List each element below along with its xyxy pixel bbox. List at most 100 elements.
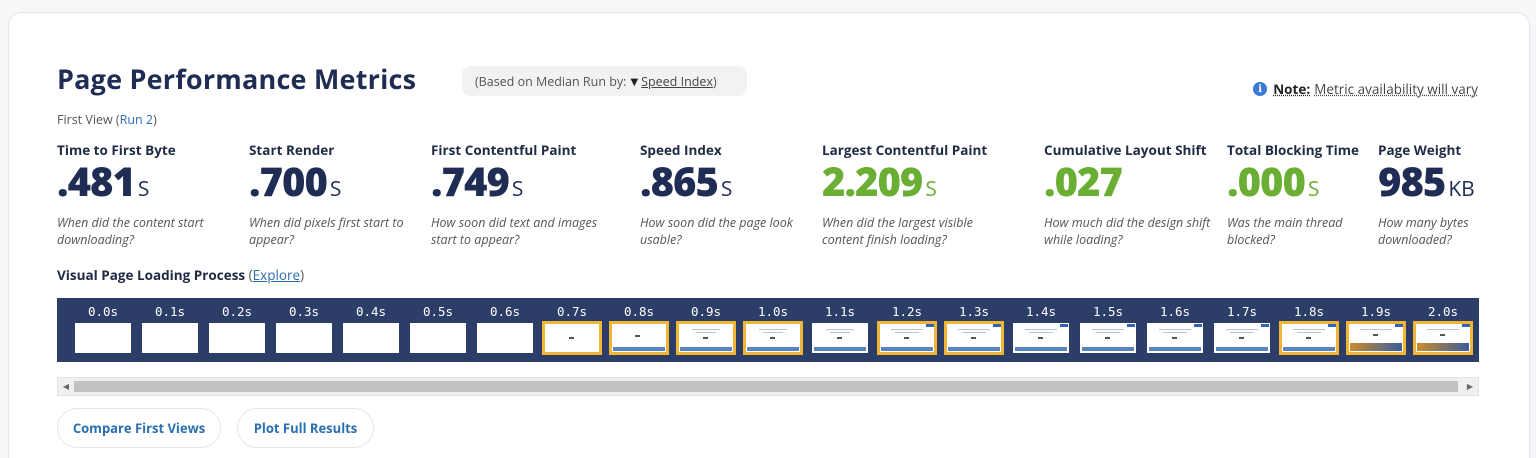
filmstrip-frame[interactable]: 1.3s xyxy=(944,298,1004,362)
filmstrip-frame[interactable]: 1.6s xyxy=(1145,298,1205,362)
filmstrip-frame[interactable]: 1.8s xyxy=(1279,298,1339,362)
filmstrip-frame[interactable]: 1.9s xyxy=(1346,298,1406,362)
frame-thumbnail[interactable] xyxy=(410,323,466,353)
thumbnail-detail xyxy=(1029,332,1053,333)
frame-time: 0.9s xyxy=(690,304,722,319)
thumbnail-detail xyxy=(993,324,1001,327)
frame-time: 1.3s xyxy=(958,304,990,319)
frame-thumbnail[interactable] xyxy=(812,323,868,353)
metric-availability-note[interactable]: i Note: Metric availability will vary xyxy=(1253,80,1478,98)
filmstrip-frame[interactable]: 0.7s xyxy=(542,298,602,362)
filmstrip[interactable]: 0.0s 0.1s 0.2s 0.3s 0.4s 0.5s 0.6s 0.7s 0.8s 0.9s… xyxy=(57,298,1479,362)
frame-thumbnail[interactable] xyxy=(1013,323,1069,353)
filmstrip-frame[interactable]: 1.2s xyxy=(877,298,937,362)
filmstrip-frame[interactable]: 1.7s xyxy=(1212,298,1272,362)
frame-thumbnail[interactable] xyxy=(877,321,937,355)
thumbnail-detail xyxy=(1360,329,1392,330)
thumbnail-detail xyxy=(891,329,923,330)
metric-description: How many bytes downloaded? xyxy=(1378,214,1469,248)
frame-thumbnail[interactable] xyxy=(1080,323,1136,353)
metric-unit: S xyxy=(329,175,342,203)
frame-thumbnail[interactable] xyxy=(343,323,399,353)
visual-title-text: Visual Page Loading Process xyxy=(57,266,246,284)
metric-unit: KB xyxy=(1448,175,1475,203)
plot-full-results-button[interactable]: Plot Full Results xyxy=(237,408,374,448)
thumbnail-detail xyxy=(703,337,708,339)
frame-thumbnail[interactable] xyxy=(209,323,265,353)
frame-thumbnail[interactable] xyxy=(1214,323,1270,353)
filmstrip-frame[interactable]: 0.2s xyxy=(207,298,267,362)
thumbnail-detail xyxy=(1159,329,1191,330)
median-metric-link[interactable]: Speed Index xyxy=(641,72,713,90)
thumbnail-detail xyxy=(1373,334,1378,336)
filmstrip-frame[interactable]: 1.5s xyxy=(1078,298,1138,362)
filmstrip-frame[interactable]: 0.1s xyxy=(140,298,200,362)
caret-down-icon: ▼ xyxy=(630,74,639,88)
compare-first-views-button[interactable]: Compare First Views xyxy=(57,408,221,448)
filmstrip-frame[interactable]: 0.3s xyxy=(274,298,334,362)
metric-number: .027 xyxy=(1044,153,1123,208)
filmstrip-frame[interactable]: 0.4s xyxy=(341,298,401,362)
frame-thumbnail[interactable] xyxy=(542,321,602,355)
frame-time: 1.4s xyxy=(1025,304,1057,319)
frame-time: 0.5s xyxy=(422,304,454,319)
metric-description: When did the largest visible content fin… xyxy=(822,214,973,248)
frame-thumbnail[interactable] xyxy=(743,321,803,355)
filmstrip-frame[interactable]: 0.9s xyxy=(676,298,736,362)
frame-time: 1.0s xyxy=(757,304,789,319)
filmstrip-frame[interactable]: 0.8s xyxy=(609,298,669,362)
frame-thumbnail[interactable] xyxy=(1413,321,1473,355)
filmstrip-frame[interactable]: 1.4s xyxy=(1011,298,1071,362)
thumbnail-detail xyxy=(826,329,854,330)
metric-label: Page Weight xyxy=(1378,141,1462,159)
frame-thumbnail[interactable] xyxy=(609,321,669,355)
metric-value: .865 S xyxy=(640,159,805,211)
scrollbar-thumb[interactable] xyxy=(74,381,1458,392)
thumbnail-detail xyxy=(763,332,783,333)
explore-link[interactable]: Explore xyxy=(252,266,301,284)
thumbnail-detail xyxy=(759,329,787,330)
filmstrip-frame[interactable]: 1.1s xyxy=(810,298,870,362)
thumbnail-detail xyxy=(837,337,842,339)
metric-speed-index: Speed Index .865 S How soon did the page … xyxy=(640,141,805,248)
run-link[interactable]: Run 2 xyxy=(119,111,154,128)
frame-thumbnail[interactable] xyxy=(1346,321,1406,355)
frame-thumbnail[interactable] xyxy=(944,321,1004,355)
frame-thumbnail[interactable] xyxy=(276,323,332,353)
filmstrip-frame[interactable]: 2.0s xyxy=(1413,298,1473,362)
thumbnail-detail xyxy=(696,332,716,333)
metric-number: .749 xyxy=(431,153,510,208)
median-run-selector[interactable]: (Based on Median Run by: ▼ Speed Index ) xyxy=(462,66,747,96)
metric-label: Cumulative Layout Shift xyxy=(1044,141,1207,159)
filmstrip-frame[interactable]: 0.0s xyxy=(73,298,133,362)
metric-value: 985 KB xyxy=(1378,159,1488,211)
metric-cls: Cumulative Layout Shift .027 How much di… xyxy=(1044,141,1214,248)
metric-description: When did pixels first start to appear? xyxy=(249,214,404,248)
metric-unit: S xyxy=(925,175,937,203)
frame-time: 1.2s xyxy=(891,304,923,319)
info-icon: i xyxy=(1253,82,1268,96)
frame-time: 1.6s xyxy=(1159,304,1191,319)
scroll-right-arrow-icon[interactable]: ▶ xyxy=(1466,381,1474,392)
thumbnail-detail xyxy=(1306,337,1311,339)
frame-thumbnail[interactable] xyxy=(1147,323,1203,353)
filmstrip-frame[interactable]: 1.0s xyxy=(743,298,803,362)
frame-thumbnail[interactable] xyxy=(676,321,736,355)
frame-thumbnail[interactable] xyxy=(142,323,198,353)
metric-number: .481 xyxy=(57,153,136,208)
thumbnail-detail xyxy=(635,335,640,337)
scroll-left-arrow-icon[interactable]: ◀ xyxy=(62,381,70,392)
frame-thumbnail[interactable] xyxy=(75,323,131,353)
filmstrip-frame[interactable]: 0.6s xyxy=(475,298,535,362)
visual-loading-title: Visual Page Loading Process (Explore) xyxy=(57,266,304,284)
thumbnail-detail xyxy=(1261,324,1269,327)
thumbnail-detail xyxy=(971,337,976,339)
thumbnail-detail xyxy=(926,324,934,327)
first-view-suffix: ) xyxy=(153,111,157,128)
filmstrip-frame[interactable]: 0.5s xyxy=(408,298,468,362)
frame-thumbnail[interactable] xyxy=(477,323,533,353)
frame-thumbnail[interactable] xyxy=(1279,321,1339,355)
thumbnail-detail xyxy=(1127,324,1135,327)
filmstrip-scrollbar[interactable]: ◀ ▶ xyxy=(57,377,1479,396)
metric-value: .000 S xyxy=(1227,159,1367,211)
